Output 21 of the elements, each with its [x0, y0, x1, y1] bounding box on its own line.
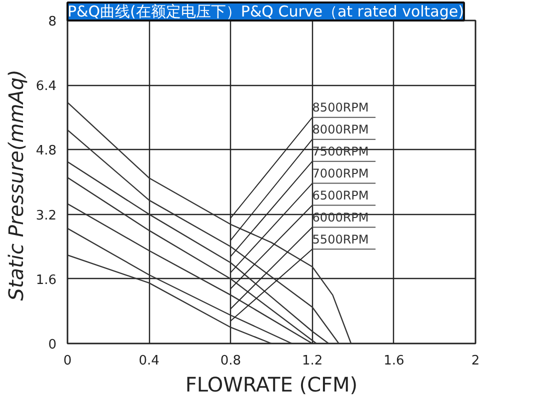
text: 7000RPM — [312, 166, 369, 181]
x-axis-title: FLOWRATE (CFM) — [185, 372, 358, 396]
chart-title: P&Q曲线(在额定电压下）P&Q Curve（at rated voltage) — [68, 2, 464, 20]
text: 5500RPM — [312, 232, 369, 246]
y-tick-label: 1.6 — [36, 272, 57, 288]
x-tick-label: 0 — [63, 354, 72, 368]
y-axis-title: Static Pressure(mmAq) — [4, 70, 28, 301]
text: 6000RPM — [312, 210, 369, 225]
text: 8500RPM — [312, 100, 369, 115]
y-tick-label: 6.4 — [36, 79, 57, 94]
x-tick-label: 0.4 — [138, 354, 160, 368]
y-tick-label: 4.8 — [36, 144, 57, 159]
x-tick-label: 1.6 — [384, 354, 404, 368]
y-tick-label: 8 — [48, 14, 57, 30]
text: 8000RPM — [312, 122, 369, 137]
x-tick-label: 0.8 — [220, 354, 242, 368]
x-tick-label: 1.2 — [302, 354, 323, 368]
y-tick-label: 0 — [48, 338, 57, 352]
text: 6500RPM — [312, 188, 369, 203]
x-tick-label: 2 — [471, 354, 480, 368]
y-tick-label: 3.2 — [36, 208, 57, 224]
